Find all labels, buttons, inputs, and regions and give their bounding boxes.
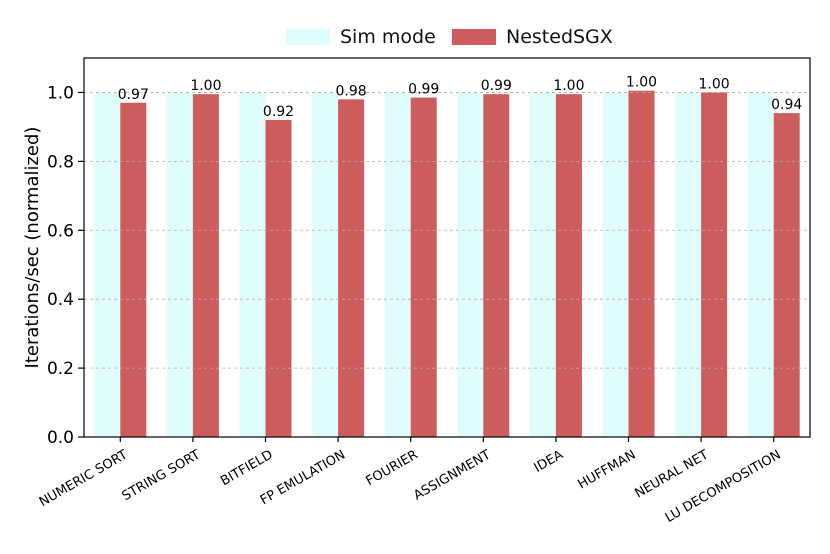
bar-sim-mode-7 bbox=[602, 92, 629, 438]
bar-sim-mode-9 bbox=[747, 92, 774, 438]
bar-nestedsgx-7 bbox=[628, 90, 655, 438]
data-label-nestedsgx-0: 0.97 bbox=[118, 87, 149, 103]
y-tick-label-5: 1.0 bbox=[47, 83, 74, 103]
bar-nestedsgx-9 bbox=[773, 113, 800, 438]
x-tick-label-6: IDEA bbox=[532, 447, 566, 476]
bar-sim-mode-0 bbox=[94, 92, 121, 438]
legend-item-nestedsgx: NestedSGX bbox=[452, 22, 613, 52]
legend-label-sim-mode: Sim mode bbox=[340, 26, 436, 48]
data-label-nestedsgx-1: 1.00 bbox=[190, 78, 221, 94]
legend-item-sim-mode: Sim mode bbox=[286, 22, 436, 52]
bar-nestedsgx-0 bbox=[120, 102, 147, 438]
legend-swatch-nestedsgx bbox=[452, 29, 496, 45]
data-label-nestedsgx-8: 1.00 bbox=[699, 76, 730, 92]
bar-sim-mode-2 bbox=[239, 92, 266, 438]
y-tick-label-2: 0.4 bbox=[47, 290, 74, 310]
data-label-nestedsgx-3: 0.98 bbox=[336, 83, 367, 99]
x-tick-label-0: NUMERIC SORT bbox=[37, 447, 131, 510]
x-tick-label-2: BITFIELD bbox=[218, 447, 275, 489]
legend: Sim mode NestedSGX bbox=[0, 22, 830, 52]
bar-sim-mode-3 bbox=[312, 92, 339, 438]
data-label-nestedsgx-5: 0.99 bbox=[481, 78, 512, 94]
bar-nestedsgx-5 bbox=[483, 94, 510, 437]
y-tick-label-4: 0.8 bbox=[47, 152, 74, 172]
plot-frame bbox=[83, 57, 811, 438]
bar-nestedsgx-2 bbox=[265, 120, 292, 437]
bar-nestedsgx-3 bbox=[338, 99, 365, 437]
bar-sim-mode-4 bbox=[384, 92, 411, 438]
data-label-nestedsgx-6: 1.00 bbox=[553, 78, 584, 94]
y-axis-label: Iterations/sec (normalized) bbox=[22, 127, 43, 369]
bar-nestedsgx-4 bbox=[410, 97, 437, 437]
data-label-nestedsgx-7: 1.00 bbox=[626, 75, 657, 91]
legend-swatch-sim-mode bbox=[286, 29, 330, 45]
bar-sim-mode-6 bbox=[529, 92, 556, 438]
data-label-nestedsgx-2: 0.92 bbox=[263, 104, 294, 120]
bar-sim-mode-1 bbox=[166, 92, 193, 438]
bar-sim-mode-5 bbox=[457, 92, 484, 438]
x-tick-label-7: HUFFMAN bbox=[575, 447, 638, 492]
x-tick-label-9: LU DECOMPOSITION bbox=[663, 447, 784, 525]
bar-sim-mode-8 bbox=[675, 92, 702, 438]
legend-label-nestedsgx: NestedSGX bbox=[506, 26, 613, 48]
y-tick-label-0: 0.0 bbox=[47, 428, 74, 448]
x-tick-label-5: ASSIGNMENT bbox=[411, 447, 493, 503]
data-label-nestedsgx-9: 0.94 bbox=[771, 97, 802, 113]
x-tick-label-4: FOURIER bbox=[364, 447, 421, 489]
bar-nestedsgx-6 bbox=[555, 94, 582, 437]
y-tick-label-1: 0.2 bbox=[47, 359, 74, 379]
bar-nestedsgx-8 bbox=[701, 92, 728, 438]
data-label-nestedsgx-4: 0.99 bbox=[408, 82, 439, 98]
y-tick-label-3: 0.6 bbox=[47, 221, 74, 241]
x-tick-label-1: STRING SORT bbox=[120, 447, 203, 504]
bar-nestedsgx-1 bbox=[192, 94, 219, 437]
